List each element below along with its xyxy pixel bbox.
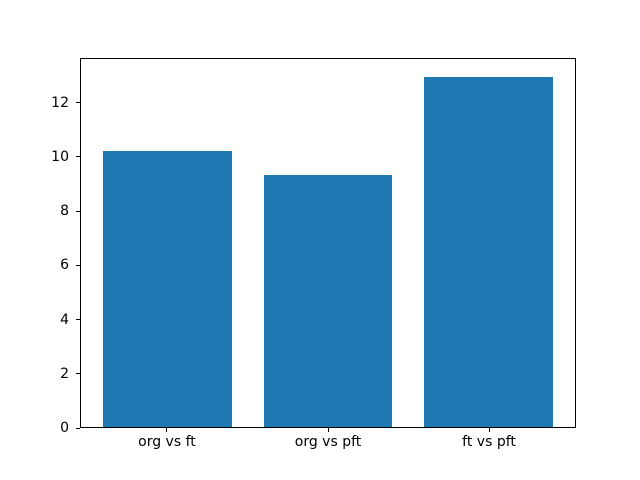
x-tick-mark — [488, 428, 490, 432]
plot-area — [80, 58, 576, 428]
x-tick-mark — [166, 428, 168, 432]
y-tick-label: 12 — [51, 94, 69, 111]
y-tick-label: 10 — [51, 148, 69, 165]
bar — [424, 76, 553, 427]
y-tick-label: 0 — [60, 420, 69, 436]
x-tick-mark — [327, 428, 329, 432]
y-tick-label: 4 — [60, 311, 69, 328]
y-tick-label: 2 — [60, 365, 69, 382]
x-tick-label: ft vs pft — [462, 434, 516, 450]
y-tick-label: 8 — [60, 203, 69, 220]
x-tick-label: org vs ft — [138, 434, 196, 450]
y-tick-label: 6 — [60, 257, 69, 274]
x-tick-label: org vs pft — [294, 434, 362, 450]
bar — [263, 174, 393, 427]
bar — [103, 150, 232, 427]
